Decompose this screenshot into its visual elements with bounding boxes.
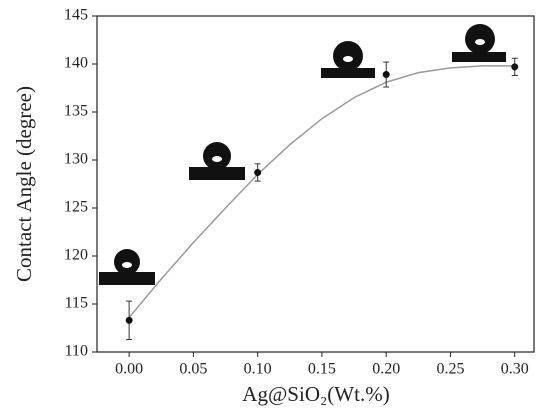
- x-tick-label: 0.15: [308, 361, 336, 378]
- x-axis-label: Ag@SiO₂(Wt.%): [242, 382, 389, 406]
- data-point: [511, 63, 519, 71]
- plot-frame: [96, 15, 535, 353]
- y-axis-label: Contact Angle (degree): [12, 86, 36, 282]
- fit-curve: [128, 65, 515, 318]
- droplet-icons: [99, 24, 506, 285]
- y-tick-label: 125: [64, 199, 88, 216]
- y-tick-label: 145: [64, 7, 88, 24]
- y-tick-label: 140: [64, 55, 88, 72]
- x-tick-label: 0.25: [436, 361, 464, 378]
- droplet-icon: [99, 249, 155, 285]
- droplet-icon: [321, 41, 375, 78]
- x-tick-label: 0.20: [372, 361, 400, 378]
- y-tick-label: 110: [65, 343, 88, 360]
- y-tick-label: 115: [65, 295, 88, 312]
- x-tick-label: 0.10: [244, 361, 272, 378]
- x-tick-label: 0.30: [501, 361, 529, 378]
- data-point: [125, 316, 133, 324]
- droplet-icon: [189, 142, 245, 180]
- x-tick-label: 0.05: [179, 361, 207, 378]
- data-point: [382, 71, 390, 79]
- x-tick-label: 0.00: [115, 361, 143, 378]
- y-tick-label: 135: [64, 103, 88, 120]
- y-tick-label: 120: [64, 247, 88, 264]
- y-tick-label: 130: [64, 151, 88, 168]
- data-point: [254, 168, 262, 176]
- droplet-icon: [452, 24, 506, 62]
